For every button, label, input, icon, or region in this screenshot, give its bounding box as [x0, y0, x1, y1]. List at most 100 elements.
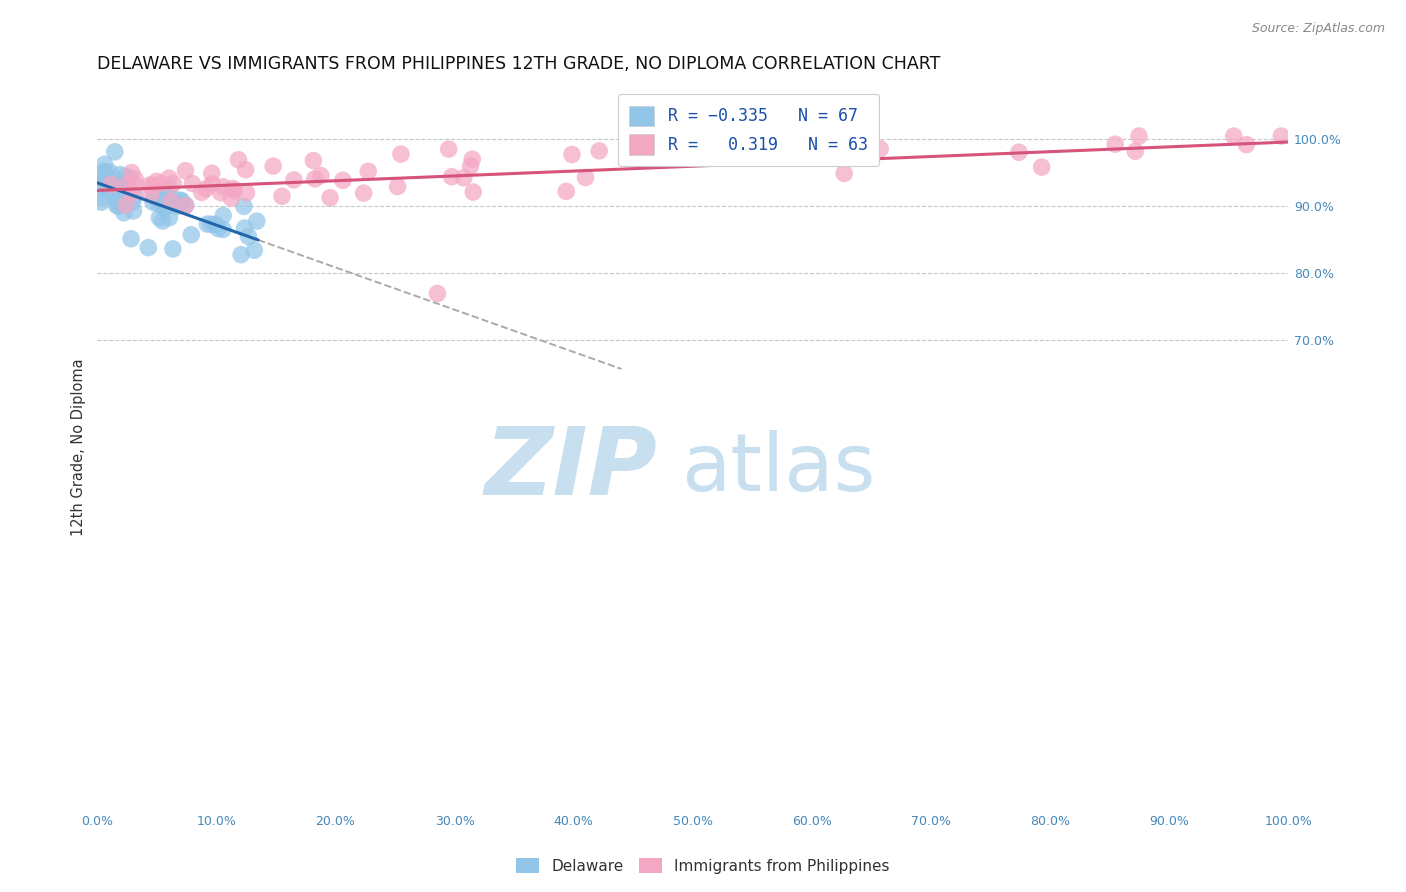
- Point: [1236, 137, 1258, 152]
- Point: [136, 241, 159, 255]
- Point: [100, 178, 122, 192]
- Point: [96, 179, 118, 194]
- Point: [152, 214, 174, 228]
- Point: [107, 191, 129, 205]
- Point: [195, 217, 218, 231]
- Point: [104, 145, 127, 159]
- Point: [357, 164, 380, 178]
- Point: [124, 172, 146, 186]
- Point: [212, 209, 235, 223]
- Point: [461, 152, 484, 166]
- Point: [1222, 129, 1244, 144]
- Point: [304, 171, 326, 186]
- Point: [201, 166, 224, 180]
- Point: [195, 182, 218, 196]
- Point: [174, 163, 197, 178]
- Point: [180, 227, 202, 242]
- Point: [212, 222, 235, 236]
- Point: [228, 153, 250, 167]
- Point: [105, 198, 128, 212]
- Point: [169, 193, 191, 207]
- Point: [108, 199, 131, 213]
- Point: [1031, 160, 1053, 174]
- Point: [97, 170, 120, 185]
- Point: [207, 221, 229, 235]
- Point: [120, 172, 142, 186]
- Legend: Delaware, Immigrants from Philippines: Delaware, Immigrants from Philippines: [510, 852, 896, 880]
- Point: [224, 184, 246, 198]
- Point: [235, 186, 257, 200]
- Point: [229, 248, 252, 262]
- Point: [166, 199, 188, 213]
- Point: [115, 198, 138, 212]
- Point: [159, 183, 181, 197]
- Point: [111, 175, 134, 189]
- Point: [139, 187, 162, 202]
- Point: [101, 174, 124, 188]
- Point: [302, 153, 325, 168]
- Point: [353, 186, 375, 200]
- Point: [150, 177, 173, 191]
- Point: [121, 165, 143, 179]
- Point: [105, 179, 128, 194]
- Text: DELAWARE VS IMMIGRANTS FROM PHILIPPINES 12TH GRADE, NO DIPLOMA CORRELATION CHART: DELAWARE VS IMMIGRANTS FROM PHILIPPINES …: [97, 55, 941, 73]
- Point: [463, 185, 485, 199]
- Point: [174, 198, 197, 212]
- Point: [89, 171, 111, 186]
- Point: [262, 159, 284, 173]
- Point: [212, 179, 235, 194]
- Point: [93, 165, 115, 179]
- Point: [103, 178, 125, 192]
- Point: [120, 232, 142, 246]
- Point: [283, 173, 305, 187]
- Point: [145, 174, 167, 188]
- Point: [426, 286, 449, 301]
- Point: [233, 221, 256, 235]
- Point: [209, 186, 232, 200]
- Point: [1128, 129, 1150, 144]
- Point: [143, 189, 166, 203]
- Point: [332, 173, 354, 187]
- Point: [561, 147, 583, 161]
- Text: ZIP: ZIP: [484, 424, 657, 516]
- Point: [122, 203, 145, 218]
- Point: [170, 194, 193, 208]
- Point: [121, 194, 143, 209]
- Point: [181, 177, 204, 191]
- Point: [574, 170, 596, 185]
- Point: [387, 179, 409, 194]
- Point: [98, 165, 121, 179]
- Point: [1270, 129, 1292, 144]
- Point: [160, 194, 183, 208]
- Point: [243, 244, 266, 258]
- Point: [148, 197, 170, 211]
- Point: [112, 196, 135, 211]
- Point: [437, 142, 460, 156]
- Point: [588, 144, 610, 158]
- Point: [153, 201, 176, 215]
- Point: [190, 186, 212, 200]
- Point: [162, 177, 184, 191]
- Point: [200, 217, 222, 231]
- Point: [453, 170, 475, 185]
- Point: [148, 211, 170, 225]
- Point: [205, 218, 228, 232]
- Point: [832, 166, 855, 180]
- Point: [1104, 137, 1126, 152]
- Point: [90, 195, 112, 210]
- Point: [98, 184, 121, 198]
- Point: [100, 178, 122, 192]
- Point: [93, 167, 115, 181]
- Point: [460, 159, 482, 173]
- Point: [1008, 145, 1031, 160]
- Point: [105, 184, 128, 198]
- Point: [869, 142, 891, 156]
- Point: [114, 169, 136, 184]
- Point: [319, 191, 342, 205]
- Point: [150, 193, 173, 207]
- Point: [107, 195, 129, 210]
- Point: [142, 195, 165, 210]
- Point: [235, 162, 257, 177]
- Point: [165, 195, 187, 210]
- Point: [101, 181, 124, 195]
